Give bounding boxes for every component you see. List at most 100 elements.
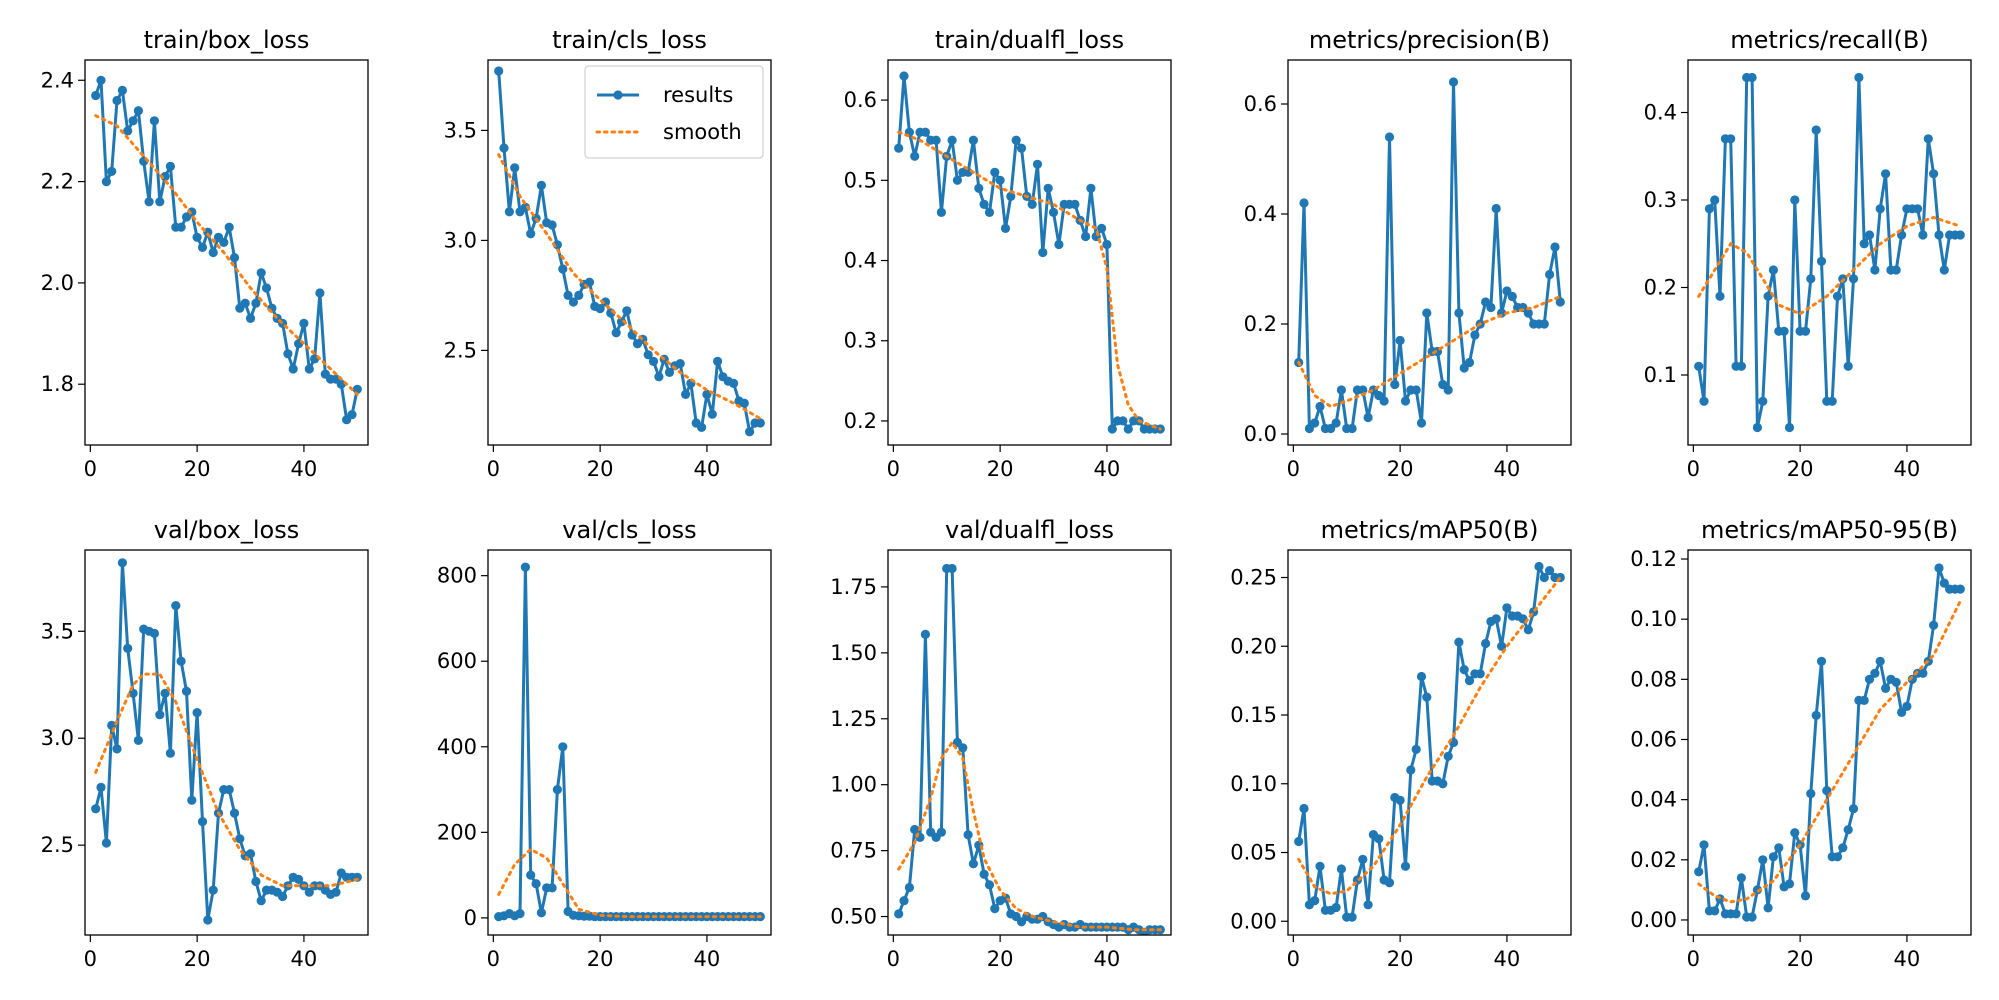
results-point [1736, 873, 1746, 883]
results-point [1422, 308, 1432, 318]
y-tick-label: 400 [437, 735, 477, 759]
y-tick-label: 1.75 [830, 575, 877, 599]
results-point [315, 288, 325, 298]
results-point [1347, 423, 1357, 434]
results-point [224, 222, 234, 232]
results-point [547, 220, 557, 230]
results-point [283, 349, 293, 359]
results-point [1758, 396, 1768, 406]
results-point [1379, 396, 1389, 406]
results-point [1699, 840, 1709, 850]
results-point [299, 318, 309, 328]
results-point [947, 563, 957, 574]
results-point [1331, 418, 1341, 428]
results-point [165, 161, 175, 171]
results-point [1539, 319, 1549, 329]
results-point [536, 908, 547, 918]
y-tick-label: 0.1 [1644, 363, 1677, 387]
results-point [1454, 637, 1464, 647]
results-point [1374, 834, 1384, 844]
results-point [1710, 195, 1720, 205]
y-tick-label: 0.04 [1630, 788, 1677, 812]
results-point [219, 237, 229, 247]
results-point [1550, 242, 1560, 252]
results-point [1534, 561, 1544, 572]
y-tick-label: 1.50 [830, 641, 877, 665]
x-tick-label: 40 [1494, 947, 1521, 971]
results-point [536, 180, 547, 190]
results-point [1038, 247, 1048, 258]
y-tick-label: 0.00 [1230, 909, 1277, 933]
results-point [1923, 134, 1933, 144]
results-point [622, 306, 632, 316]
results-point [1294, 836, 1304, 847]
results-point [1464, 357, 1475, 368]
results-point [504, 207, 514, 217]
smooth-line [1297, 576, 1562, 896]
x-tick-label: 40 [1494, 457, 1521, 481]
panel-metrics-recall-b: metrics/recall(B) 0 20 40 0.1 0.2 0.3 0.4 [1644, 26, 1972, 481]
y-tick-label: 0.2 [1644, 276, 1677, 300]
results-point [101, 838, 111, 848]
results-point [1470, 330, 1480, 340]
panel-metrics-precision-b: metrics/precision(B) 0 20 40 0.0 0.2 0.4 0.6 [1244, 26, 1572, 481]
results-point [1848, 274, 1859, 284]
results-point [1491, 614, 1501, 624]
results-point [1790, 195, 1800, 205]
results-point [1523, 308, 1533, 318]
results-point [256, 896, 266, 906]
results-point [616, 317, 627, 327]
results-point [1454, 308, 1464, 318]
results-point [224, 785, 234, 795]
results-point [1118, 416, 1128, 426]
y-tick-label: 0.02 [1630, 848, 1677, 872]
results-point [1502, 603, 1512, 613]
x-tick-label: 40 [291, 947, 318, 971]
results-point [1545, 269, 1555, 280]
results-point [648, 356, 659, 366]
results-point [1848, 804, 1859, 814]
y-tick-label: 0 [464, 906, 477, 930]
results-point [1384, 132, 1395, 142]
results-point [1694, 361, 1704, 371]
results-point [1416, 418, 1427, 428]
results-point [331, 887, 341, 897]
results-point [681, 389, 691, 399]
plot-area [894, 563, 1165, 935]
legend-smooth-label: smooth [663, 120, 742, 144]
y-tick-label: 3.5 [41, 619, 74, 643]
results-point [1102, 239, 1112, 250]
y-tick-label: 0.00 [1630, 908, 1677, 932]
results-point [1027, 199, 1037, 209]
results-point [245, 849, 256, 859]
results-point [1363, 412, 1373, 423]
results-point [547, 883, 557, 893]
results-point [1400, 861, 1411, 871]
results-point [1736, 361, 1746, 371]
x-tick-label: 20 [587, 947, 614, 971]
results-point [133, 106, 143, 116]
results-point [1523, 625, 1533, 635]
results-point [1507, 291, 1517, 302]
smooth-line [1697, 215, 1962, 316]
panel-train-cls-loss: train/cls_loss 0 20 40 2.5 3.0 3.5 results smoot… [444, 26, 772, 481]
results-point [995, 175, 1005, 185]
results-point [203, 915, 213, 925]
smooth-line [897, 739, 1162, 932]
results-point [1481, 638, 1491, 649]
results-point [1806, 789, 1816, 799]
results-point [1939, 265, 1949, 275]
results-point [1000, 223, 1011, 233]
results-point [600, 297, 611, 307]
y-tick-label: 3.0 [41, 726, 74, 750]
y-tick-label: 1.00 [830, 773, 877, 797]
smooth-line [1697, 599, 1962, 904]
results-point [352, 384, 362, 394]
results-line [497, 70, 761, 434]
y-tick-label: 2.4 [41, 68, 74, 92]
results-point [1816, 656, 1827, 666]
results-point [117, 558, 127, 568]
plot-area [1694, 72, 1965, 433]
results-point [96, 75, 106, 85]
